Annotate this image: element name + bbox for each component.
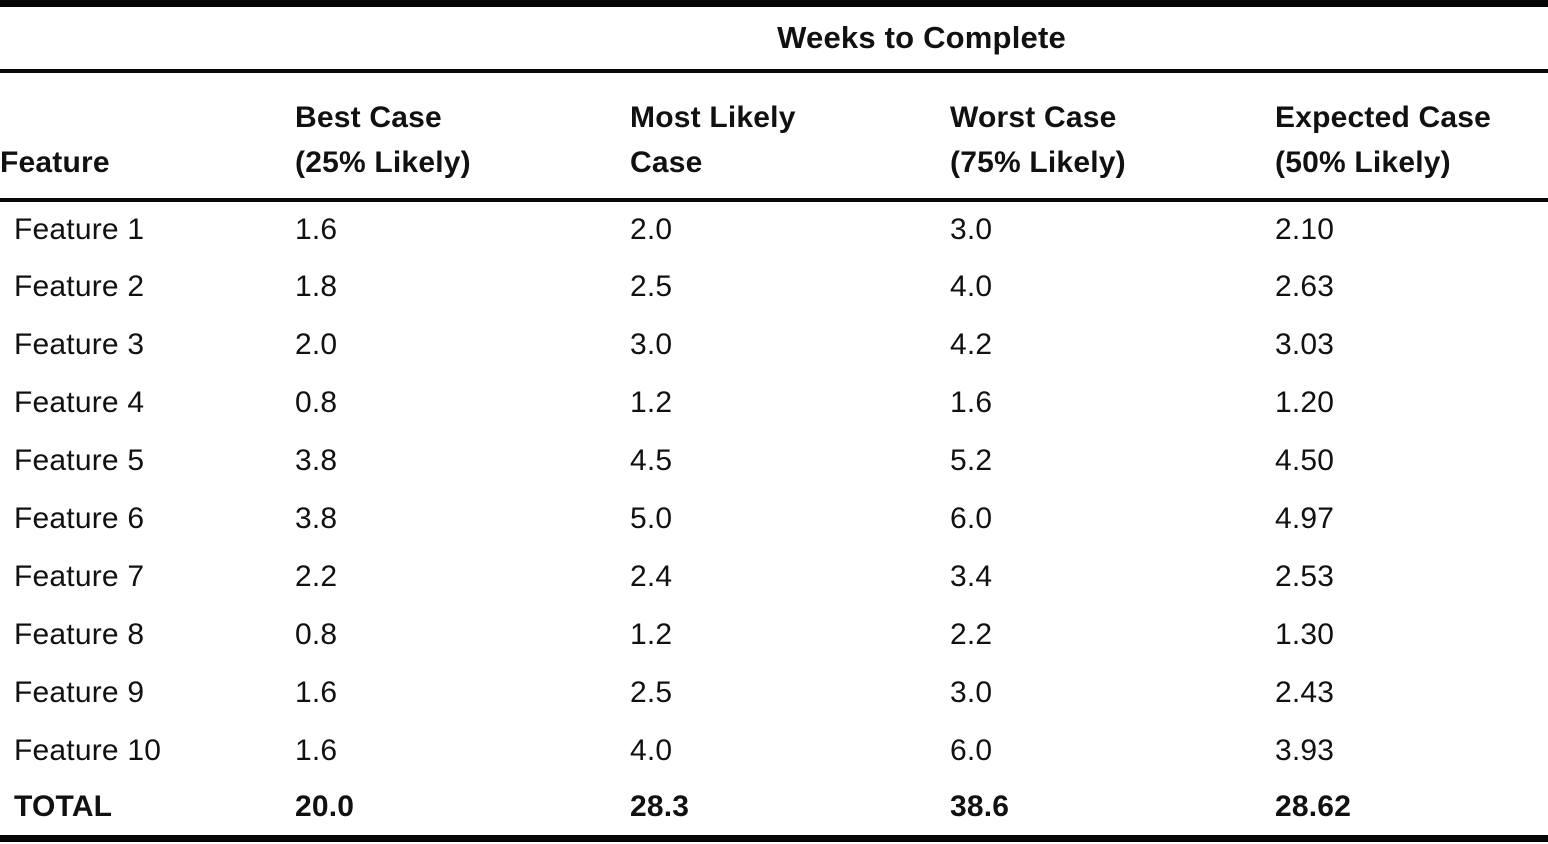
column-header-sublabel: Case	[630, 146, 703, 179]
table-row: Feature 4 0.8 1.2 1.6 1.20	[0, 374, 1548, 432]
total-row: TOTAL 20.0 28.3 38.6 28.62	[0, 780, 1548, 838]
feature-name-cell: Feature 6	[14, 502, 145, 535]
best-case-value-cell: 0.8	[295, 618, 338, 651]
table-row: Feature 8 0.8 1.2 2.2 1.30	[0, 606, 1548, 664]
feature-name-cell: Feature 9	[14, 676, 145, 709]
feature-name-cell: Feature 10	[14, 734, 162, 767]
most-likely-value-cell: 4.0	[630, 734, 673, 767]
most-likely-value-cell: 3.0	[630, 328, 673, 361]
worst-case-value-cell: 6.0	[950, 734, 993, 767]
worst-case-value-cell: 4.0	[950, 270, 993, 303]
column-header-expected-case: Expected Case (50% Likely)	[1275, 71, 1548, 202]
expected-value-cell: 4.50	[1275, 444, 1335, 477]
worst-case-value-cell: 5.2	[950, 444, 993, 477]
best-case-value-cell: 1.6	[295, 213, 338, 246]
column-header-best-case: Best Case (25% Likely)	[295, 71, 630, 202]
worst-case-value-cell: 6.0	[950, 502, 993, 535]
feature-name-cell: Feature 3	[14, 328, 145, 361]
expected-value-cell: 3.93	[1275, 734, 1335, 767]
most-likely-value-cell: 5.0	[630, 502, 673, 535]
best-case-value-cell: 3.8	[295, 502, 338, 535]
table-body: Feature 1 1.6 2.0 3.0 2.10 Feature 2 1.8 2.5 4.0…	[0, 200, 1548, 838]
table-row: Feature 10 1.6 4.0 6.0 3.93	[0, 722, 1548, 780]
column-header-label: Expected Case	[1275, 101, 1492, 134]
table-row: Feature 7 2.2 2.4 3.4 2.53	[0, 548, 1548, 606]
table-header: Weeks to Complete Feature Best Case (25%…	[0, 3, 1548, 202]
most-likely-value-cell: 2.4	[630, 560, 673, 593]
column-header-label: Most Likely	[630, 101, 796, 134]
best-case-value-cell: 2.2	[295, 560, 338, 593]
most-likely-value-cell: 1.2	[630, 386, 673, 419]
feature-name-cell: Feature 2	[14, 270, 145, 303]
best-case-value-cell: 1.6	[295, 734, 338, 767]
best-case-value-cell: 1.6	[295, 676, 338, 709]
best-case-value-cell: 2.0	[295, 328, 338, 361]
feature-name-cell: Feature 7	[14, 560, 145, 593]
column-header-most-likely-case: Most Likely Case	[630, 71, 950, 202]
column-header-sublabel: (25% Likely)	[295, 146, 471, 179]
column-header-worst-case: Worst Case (75% Likely)	[950, 71, 1275, 202]
feature-name-cell: Feature 8	[14, 618, 145, 651]
worst-case-value-cell: 3.0	[950, 213, 993, 246]
worst-case-value-cell: 3.0	[950, 676, 993, 709]
best-case-value-cell: 1.8	[295, 270, 338, 303]
expected-value-cell: 2.10	[1275, 213, 1335, 246]
expected-value-cell: 2.43	[1275, 676, 1335, 709]
column-header-label: Best Case	[295, 101, 442, 134]
column-header-sublabel: (50% Likely)	[1275, 146, 1451, 179]
most-likely-value-cell: 2.5	[630, 676, 673, 709]
most-likely-value-cell: 2.5	[630, 270, 673, 303]
most-likely-value-cell: 1.2	[630, 618, 673, 651]
spanning-header-cell: Weeks to Complete	[295, 3, 1548, 73]
column-header-label: Worst Case	[950, 101, 1117, 134]
table-row: Feature 6 3.8 5.0 6.0 4.97	[0, 490, 1548, 548]
total-expected-cell: 28.62	[1275, 790, 1352, 824]
column-header-feature: Feature	[0, 71, 295, 202]
feature-name-cell: Feature 4	[14, 386, 145, 419]
table-row: Feature 2 1.8 2.5 4.0 2.63	[0, 258, 1548, 316]
total-worst-case-cell: 38.6	[950, 790, 1010, 824]
most-likely-value-cell: 2.0	[630, 213, 673, 246]
worst-case-value-cell: 4.2	[950, 328, 993, 361]
best-case-value-cell: 3.8	[295, 444, 338, 477]
expected-value-cell: 1.30	[1275, 618, 1335, 651]
table-row: Feature 1 1.6 2.0 3.0 2.10	[0, 200, 1548, 258]
total-best-case-cell: 20.0	[295, 790, 355, 824]
feature-name-cell: Feature 1	[14, 213, 145, 246]
worst-case-value-cell: 1.6	[950, 386, 993, 419]
best-case-value-cell: 0.8	[295, 386, 338, 419]
worst-case-value-cell: 2.2	[950, 618, 993, 651]
feature-name-cell: Feature 5	[14, 444, 145, 477]
table-row: Feature 5 3.8 4.5 5.2 4.50	[0, 432, 1548, 490]
column-header-row: Feature Best Case (25% Likely) Most Like…	[0, 71, 1548, 202]
total-most-likely-cell: 28.3	[630, 790, 690, 824]
column-header-label: Feature	[0, 146, 110, 179]
table-row: Feature 3 2.0 3.0 4.2 3.03	[0, 316, 1548, 374]
spanning-header-label: Weeks to Complete	[777, 20, 1066, 55]
worst-case-value-cell: 3.4	[950, 560, 993, 593]
expected-value-cell: 2.63	[1275, 270, 1335, 303]
total-label-cell: TOTAL	[14, 790, 113, 824]
expected-value-cell: 3.03	[1275, 328, 1335, 361]
expected-value-cell: 2.53	[1275, 560, 1335, 593]
spanning-header-empty-cell	[0, 3, 295, 73]
most-likely-value-cell: 4.5	[630, 444, 673, 477]
expected-value-cell: 4.97	[1275, 502, 1335, 535]
expected-value-cell: 1.20	[1275, 386, 1335, 419]
table-row: Feature 9 1.6 2.5 3.0 2.43	[0, 664, 1548, 722]
column-header-sublabel: (75% Likely)	[950, 146, 1126, 179]
spanning-header-row: Weeks to Complete	[0, 3, 1548, 73]
